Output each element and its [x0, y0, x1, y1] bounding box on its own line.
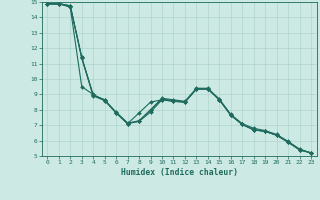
X-axis label: Humidex (Indice chaleur): Humidex (Indice chaleur)	[121, 168, 238, 177]
